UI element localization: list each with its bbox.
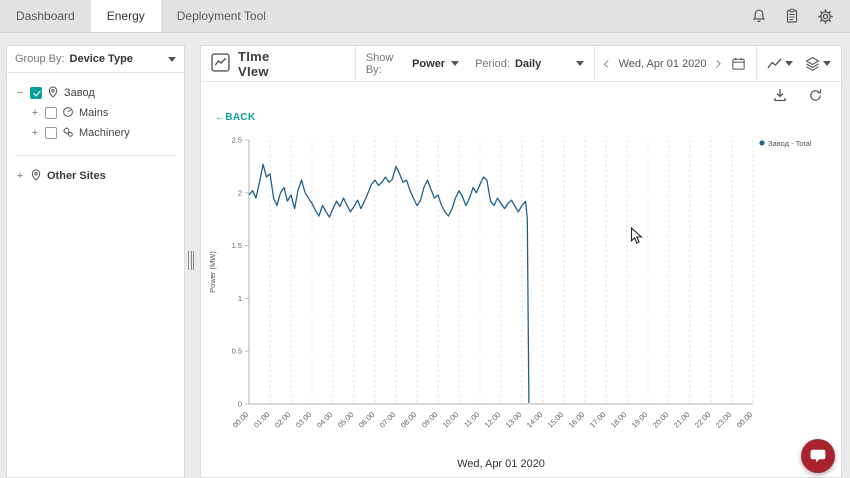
svg-text:16:00: 16:00 bbox=[567, 410, 587, 430]
svg-text:09:00: 09:00 bbox=[420, 410, 440, 430]
chat-bubble-icon bbox=[810, 449, 826, 463]
tree-item-machinery[interactable]: + Machinery bbox=[30, 123, 176, 143]
svg-text:19:00: 19:00 bbox=[630, 410, 650, 430]
tree-item-mains[interactable]: + Mains bbox=[30, 103, 176, 123]
chart-area: 00:00 01:00 02:00 03:00 04:00 05:00 06:00 07:00… bbox=[201, 126, 841, 456]
svg-text:11:00: 11:00 bbox=[462, 410, 481, 429]
svg-text:00:00: 00:00 bbox=[231, 410, 251, 430]
download-icon[interactable] bbox=[772, 87, 788, 103]
svg-text:17:00: 17:00 bbox=[588, 410, 608, 430]
checkbox-zavod[interactable] bbox=[30, 87, 42, 99]
tree-item-zavod[interactable]: − Завод bbox=[15, 83, 176, 103]
svg-text:2: 2 bbox=[238, 188, 242, 197]
show-by-label: Show By: bbox=[365, 51, 394, 76]
tree-item-label: Other Sites bbox=[47, 170, 106, 182]
panel-resize-handle[interactable] bbox=[188, 251, 195, 270]
svg-text:Завод - Total: Завод - Total bbox=[768, 139, 812, 148]
chevron-down-icon bbox=[576, 61, 585, 66]
svg-text:08:00: 08:00 bbox=[399, 410, 419, 430]
checkbox-machinery[interactable] bbox=[45, 127, 57, 139]
svg-text:06:00: 06:00 bbox=[357, 410, 377, 430]
svg-text:03:00: 03:00 bbox=[294, 410, 314, 430]
svg-text:13:00: 13:00 bbox=[504, 410, 524, 430]
support-chat-button[interactable] bbox=[801, 439, 835, 473]
group-by-label: Group By: bbox=[15, 53, 65, 65]
svg-text:0: 0 bbox=[238, 400, 242, 409]
chevron-down-icon bbox=[168, 56, 176, 62]
selected-date: Wed, Apr 01 2020 bbox=[618, 57, 707, 70]
gear-icon[interactable] bbox=[817, 8, 834, 25]
site-pin-icon bbox=[47, 85, 59, 101]
svg-text:04:00: 04:00 bbox=[315, 410, 335, 430]
chart-actions-toolbar bbox=[201, 82, 841, 108]
svg-text:Power (MW): Power (MW) bbox=[208, 251, 217, 293]
svg-text:00:00: 00:00 bbox=[735, 410, 755, 430]
period-label: Period: bbox=[475, 57, 510, 70]
svg-text:01:00: 01:00 bbox=[252, 410, 272, 430]
expand-toggle[interactable]: + bbox=[31, 107, 39, 119]
layers-dropdown[interactable] bbox=[805, 56, 831, 71]
time-view-toolbar: TIme VIew Show By: Power Period: Daily W… bbox=[201, 46, 841, 82]
tab-energy[interactable]: Energy bbox=[90, 0, 161, 32]
chart-xaxis-title: Wed, Apr 01 2020 bbox=[457, 458, 545, 470]
svg-text:1.5: 1.5 bbox=[232, 241, 242, 250]
svg-text:23:00: 23:00 bbox=[714, 410, 734, 430]
period-dropdown[interactable]: Daily bbox=[515, 58, 585, 70]
divider bbox=[15, 155, 176, 156]
group-by-dropdown[interactable]: Group By: Device Type bbox=[7, 46, 184, 73]
machinery-icon bbox=[62, 126, 74, 141]
refresh-icon[interactable] bbox=[808, 88, 823, 103]
svg-text:20:00: 20:00 bbox=[651, 410, 671, 430]
svg-text:10:00: 10:00 bbox=[441, 410, 461, 430]
svg-text:15:00: 15:00 bbox=[546, 410, 566, 430]
chevron-down-icon bbox=[823, 61, 831, 66]
svg-text:22:00: 22:00 bbox=[693, 410, 713, 430]
clipboard-icon[interactable] bbox=[784, 8, 800, 24]
checkbox-mains[interactable] bbox=[45, 107, 57, 119]
prev-day-button[interactable] bbox=[603, 59, 612, 68]
chevron-down-icon bbox=[784, 61, 793, 66]
page-title: TIme VIew bbox=[238, 48, 270, 79]
svg-text:1: 1 bbox=[238, 294, 242, 303]
group-by-value: Device Type bbox=[69, 53, 133, 65]
device-tree-sidebar: Group By: Device Type − Завод + Mains + … bbox=[6, 45, 185, 478]
tree-item-other-sites[interactable]: + Other Sites bbox=[15, 166, 176, 186]
calendar-icon[interactable] bbox=[731, 56, 746, 71]
svg-text:18:00: 18:00 bbox=[609, 410, 629, 430]
show-by-dropdown[interactable]: Power bbox=[412, 58, 460, 70]
svg-text:0.5: 0.5 bbox=[232, 347, 242, 356]
tree-item-label: Machinery bbox=[79, 127, 130, 139]
expand-toggle[interactable]: + bbox=[31, 127, 39, 139]
svg-text:02:00: 02:00 bbox=[273, 410, 293, 430]
chart-type-dropdown[interactable] bbox=[767, 57, 793, 70]
top-navigation: Dashboard Energy Deployment Tool bbox=[0, 0, 850, 33]
chart-panel-icon bbox=[211, 52, 230, 75]
svg-text:2.5: 2.5 bbox=[232, 136, 242, 145]
trend-line-icon bbox=[767, 58, 782, 69]
svg-text:21:00: 21:00 bbox=[672, 410, 692, 430]
tab-dashboard[interactable]: Dashboard bbox=[16, 9, 75, 23]
time-view-panel: TIme VIew Show By: Power Period: Daily W… bbox=[200, 45, 842, 478]
site-pin-icon bbox=[30, 168, 42, 184]
tree-item-label: Mains bbox=[79, 107, 109, 119]
tree-item-label: Завод bbox=[64, 87, 95, 99]
collapse-toggle[interactable]: − bbox=[16, 87, 24, 99]
layers-icon bbox=[805, 56, 820, 71]
expand-toggle[interactable]: + bbox=[16, 170, 24, 182]
energy-line-chart: 00:00 01:00 02:00 03:00 04:00 05:00 06:00 07:00… bbox=[208, 136, 812, 430]
chevron-down-icon bbox=[451, 61, 460, 66]
back-link[interactable]: ←BACK bbox=[215, 111, 256, 123]
svg-text:14:00: 14:00 bbox=[525, 410, 545, 430]
next-day-button[interactable] bbox=[713, 59, 722, 68]
svg-text:12:00: 12:00 bbox=[483, 410, 503, 430]
bell-icon[interactable] bbox=[751, 8, 767, 24]
mains-icon bbox=[62, 106, 74, 121]
svg-text:07:00: 07:00 bbox=[378, 410, 398, 430]
tab-deployment-tool[interactable]: Deployment Tool bbox=[176, 9, 266, 23]
svg-text:05:00: 05:00 bbox=[336, 410, 356, 430]
